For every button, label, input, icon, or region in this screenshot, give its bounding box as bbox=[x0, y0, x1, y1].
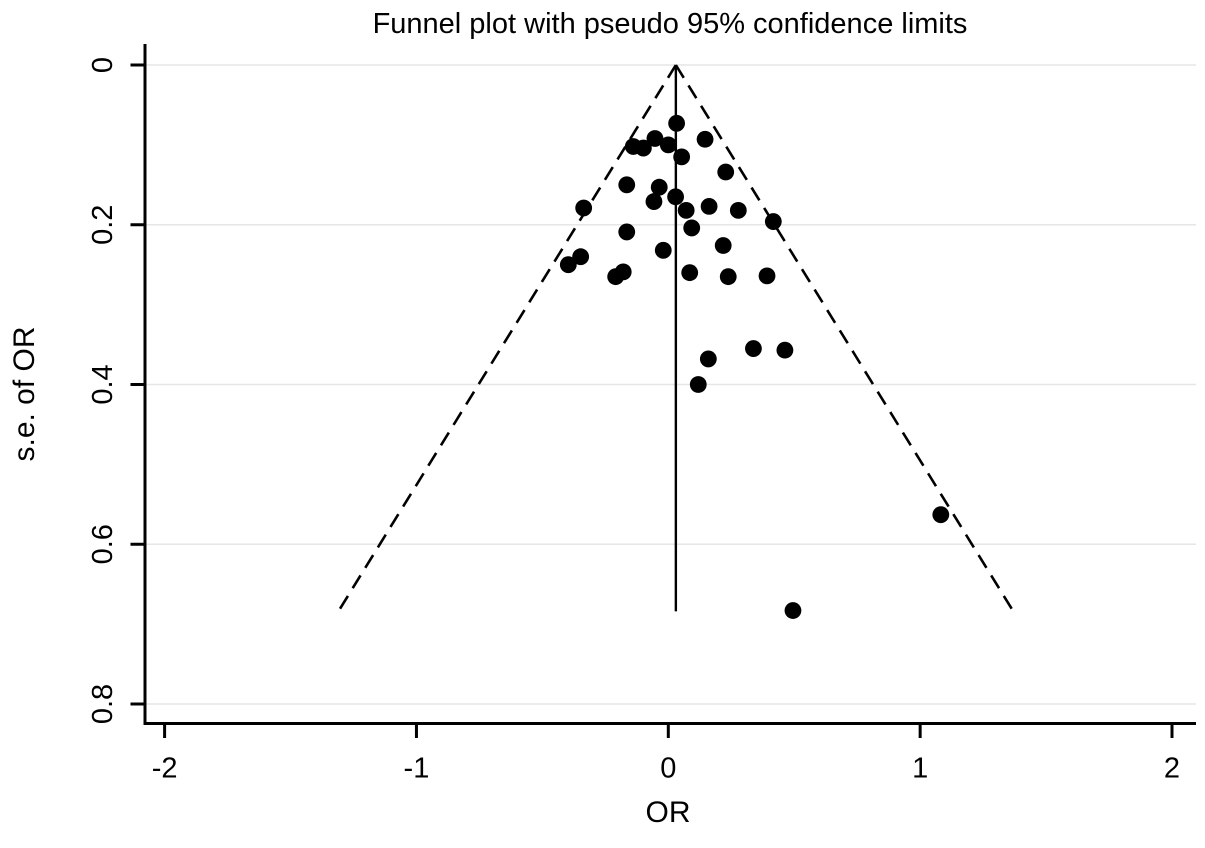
chart-title: Funnel plot with pseudo 95% confidence l… bbox=[373, 8, 968, 40]
data-point bbox=[758, 267, 776, 285]
data-point bbox=[696, 130, 714, 148]
data-point bbox=[650, 178, 668, 196]
y-axis-title: s.e. of OR bbox=[8, 326, 41, 461]
gridlines bbox=[145, 64, 1196, 705]
data-point bbox=[659, 136, 677, 154]
y-tick-label: 0 bbox=[87, 57, 119, 73]
data-point bbox=[729, 201, 747, 219]
data-point bbox=[668, 114, 686, 132]
study-points bbox=[559, 114, 950, 619]
data-point bbox=[699, 350, 717, 368]
y-tick-label: 0.6 bbox=[87, 524, 119, 564]
data-point bbox=[667, 188, 685, 206]
x-tick-label: 2 bbox=[1164, 753, 1180, 785]
data-point bbox=[714, 237, 732, 254]
data-point bbox=[700, 197, 718, 215]
data-point bbox=[572, 248, 590, 266]
tick-labels: 0 0.2 0.4 0.6 0.8 -2 -1 0 1 2 bbox=[87, 57, 1180, 785]
y-tick-label: 0.4 bbox=[87, 364, 119, 404]
funnel-line-right bbox=[674, 64, 1015, 613]
data-point bbox=[618, 176, 636, 194]
x-tick-label: -2 bbox=[152, 753, 178, 785]
y-tick-label: 0.2 bbox=[87, 205, 119, 245]
data-point bbox=[646, 130, 664, 147]
data-point bbox=[681, 264, 699, 282]
data-point bbox=[717, 163, 735, 181]
x-tick-label: 1 bbox=[912, 753, 928, 785]
data-point bbox=[645, 193, 663, 210]
data-point bbox=[784, 602, 802, 619]
data-point bbox=[683, 219, 701, 237]
data-point bbox=[677, 201, 695, 219]
data-point bbox=[764, 213, 782, 230]
data-point bbox=[654, 241, 672, 259]
data-point bbox=[575, 199, 593, 217]
data-point bbox=[689, 376, 707, 393]
y-tick-label: 0.8 bbox=[87, 684, 119, 724]
data-point bbox=[745, 340, 762, 357]
x-tick-label: 0 bbox=[660, 753, 676, 785]
data-point bbox=[634, 139, 652, 157]
data-point bbox=[776, 341, 794, 359]
tick-marks bbox=[130, 63, 1174, 738]
data-point bbox=[719, 268, 737, 286]
data-point bbox=[618, 223, 636, 241]
x-axis-title: OR bbox=[646, 796, 691, 829]
funnel-confidence-lines bbox=[337, 64, 1015, 613]
funnel-line-left bbox=[337, 64, 677, 613]
data-point bbox=[932, 506, 950, 524]
data-point bbox=[559, 256, 577, 274]
data-point bbox=[673, 148, 691, 166]
data-point bbox=[607, 268, 625, 286]
x-tick-label: -1 bbox=[404, 753, 430, 785]
